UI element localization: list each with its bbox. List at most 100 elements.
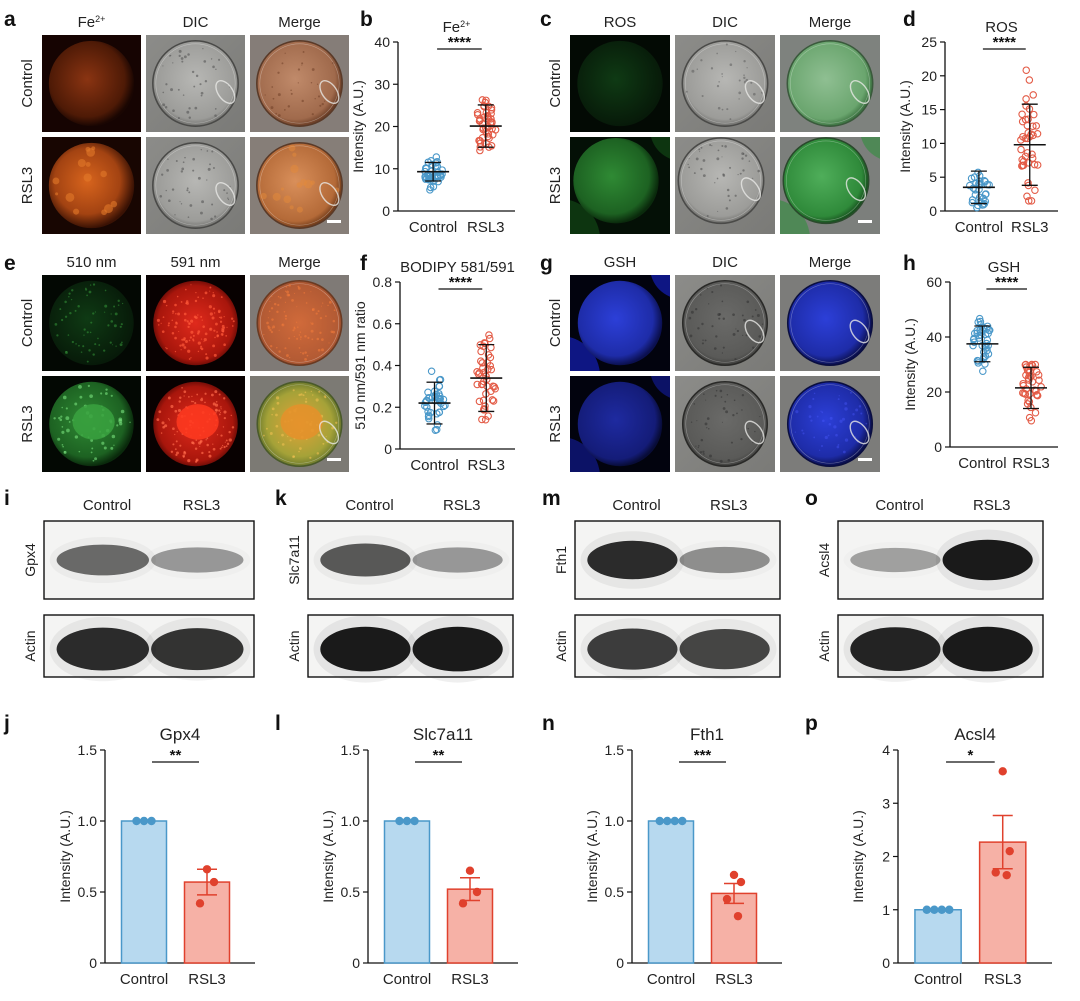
column-label: Merge — [809, 14, 852, 31]
micrograph-g-0-2 — [780, 275, 880, 371]
y-tick-label: 40 — [374, 34, 390, 50]
micrograph-e-0-0 — [42, 275, 141, 371]
row-label: Control — [547, 299, 564, 347]
data-point — [473, 380, 481, 389]
chart-title: GSH — [988, 259, 1021, 276]
data-point — [1024, 129, 1032, 137]
micrograph-e-1-1 — [146, 376, 245, 472]
y-tick-label: 0.5 — [605, 884, 625, 900]
data-point — [1022, 371, 1030, 380]
x-tick-label: Control — [958, 455, 1006, 472]
loading-control-label: Actin — [22, 630, 38, 661]
data-point — [998, 767, 1007, 776]
micro-panel-c: ROS DIC Merge Control RSL3 — [547, 14, 880, 234]
data-point — [980, 177, 989, 185]
chart-j: 0 0.5 1.0 1.5 Control RSL3 Intensity (A.U.) Gpx… — [57, 725, 255, 988]
data-point — [1031, 186, 1039, 195]
blot-band — [151, 547, 244, 573]
data-point — [1022, 385, 1031, 393]
y-tick-label: 0 — [934, 439, 942, 455]
panel-letter-f: f — [360, 252, 368, 275]
data-point — [975, 193, 984, 201]
data-point — [1037, 383, 1045, 391]
data-point — [1033, 161, 1042, 169]
data-point — [476, 137, 484, 145]
protein-label: Slc7a11 — [286, 535, 302, 585]
chart-title: Fth1 — [690, 725, 724, 744]
micrograph-c-1-1 — [675, 137, 775, 234]
data-point — [974, 359, 982, 367]
data-point — [487, 365, 496, 374]
data-point — [1017, 136, 1025, 144]
data-point — [481, 416, 490, 424]
data-point — [132, 816, 141, 826]
bar — [710, 892, 758, 964]
x-tick-label: RSL3 — [715, 971, 753, 988]
y-tick-label: 1.0 — [341, 813, 361, 829]
data-point — [478, 359, 487, 367]
y-tick-label: 1.0 — [605, 813, 625, 829]
lane-label: Control — [83, 497, 131, 514]
protein-label: Acsl4 — [816, 543, 832, 577]
bar — [446, 888, 494, 964]
chart-h: 0 20 40 60 Control RSL3 Intensity (A.U.) GSH***… — [902, 259, 1058, 472]
chart-d: 0 5 10 15 20 25 Control RSL3 Intensity (A.U.) ROS… — [897, 19, 1058, 236]
x-tick-label: Control — [409, 219, 457, 236]
lane-label: Control — [875, 497, 923, 514]
data-point — [991, 868, 1000, 877]
y-tick-label: 0 — [882, 955, 890, 971]
lane-label: Control — [345, 497, 393, 514]
data-point — [975, 172, 984, 180]
blot-band — [850, 627, 941, 671]
data-point — [1025, 413, 1034, 422]
blot-band — [56, 627, 149, 671]
data-point — [424, 414, 433, 423]
data-point — [974, 168, 982, 177]
panel-letter-h: h — [903, 252, 916, 275]
y-tick-label: 4 — [882, 742, 890, 758]
data-point — [1032, 122, 1041, 130]
data-point — [485, 334, 494, 343]
blot-band — [56, 544, 149, 576]
micrograph-a-1-1 — [146, 137, 245, 234]
data-point — [481, 405, 489, 414]
chart-title: Gpx4 — [160, 725, 201, 744]
data-point — [435, 397, 444, 406]
data-point — [722, 894, 732, 904]
significance-label: * — [967, 747, 973, 764]
row-label: RSL3 — [547, 167, 564, 205]
blot-band — [942, 539, 1033, 581]
bar — [647, 820, 695, 964]
micrograph-a-1-2 — [250, 137, 349, 234]
data-point — [1025, 197, 1033, 205]
column-label: 510 nm — [66, 254, 116, 271]
data-point — [975, 181, 984, 189]
micrograph-c-1-0 — [570, 137, 670, 234]
panel-letter-g: g — [540, 252, 553, 275]
micrograph-g-1-1 — [675, 376, 775, 472]
data-point — [484, 351, 493, 359]
column-label: DIC — [712, 14, 738, 31]
y-tick-label: 30 — [374, 76, 390, 92]
data-point — [435, 408, 443, 417]
microscopy-panels: Fe2+ DIC Merge Control RSL3 ROS DIC Merge Contro… — [19, 14, 880, 472]
data-point — [489, 397, 498, 405]
x-tick-label: RSL3 — [984, 971, 1022, 988]
data-point — [427, 367, 436, 376]
y-tick-label: 0 — [616, 955, 624, 971]
column-label: GSH — [604, 254, 637, 271]
data-point — [1025, 398, 1034, 406]
y-tick-label: 0.6 — [373, 316, 393, 332]
data-point — [480, 102, 488, 111]
micrograph-e-0-2 — [250, 275, 349, 371]
column-label: Merge — [809, 254, 852, 271]
data-point — [402, 816, 412, 826]
blot-band — [587, 540, 678, 580]
y-tick-label: 0 — [929, 203, 937, 219]
data-point — [977, 320, 985, 329]
data-point — [1020, 389, 1028, 398]
data-point — [458, 899, 468, 908]
significance-label: **** — [993, 34, 1017, 51]
panel-letter-p: p — [805, 712, 818, 735]
y-axis-label: 510 nm/591 nm ratio — [352, 301, 368, 430]
